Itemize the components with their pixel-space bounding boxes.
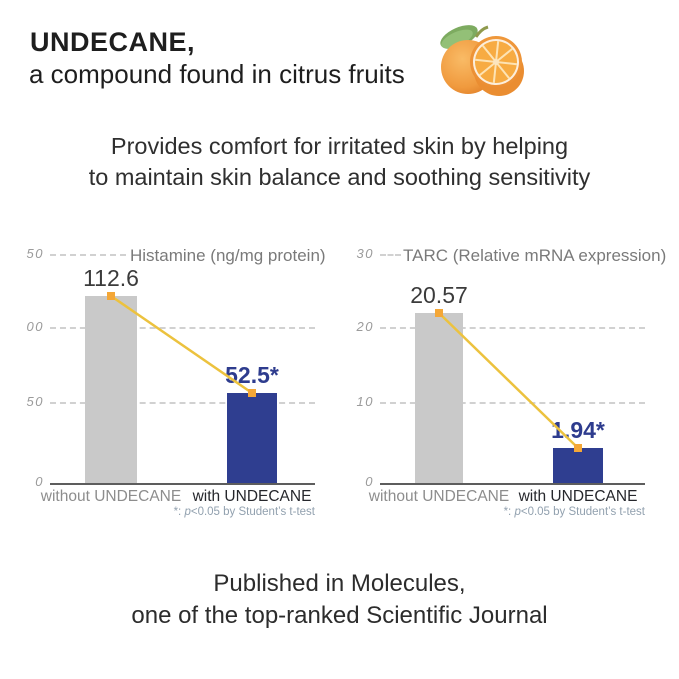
x-category-label: with UNDECANE (518, 488, 638, 505)
value-label: 52.5* (225, 362, 279, 388)
orange-cut-face-icon (470, 36, 522, 88)
gridline (50, 402, 315, 404)
y-tick-label: 0 (365, 474, 374, 489)
stem-icon (474, 25, 489, 38)
footer-text: Published in Molecules, one of the top-r… (0, 568, 679, 632)
x-axis-line (380, 483, 645, 485)
x-category-label: with UNDECANE (192, 488, 312, 505)
gridline (380, 254, 401, 256)
x-category-label: without UNDECANE (40, 488, 182, 505)
footnote-prefix: *: (503, 506, 515, 518)
subtitle-line2: to maintain skin balance and soothing se… (88, 164, 591, 190)
footer-line1: Published in Molecules, (213, 570, 466, 597)
bar-without-undecane (85, 296, 137, 483)
x-category-label: without UNDECANE (368, 488, 510, 505)
footnote: *: p<0.05 by Student’s t-test (435, 506, 645, 518)
bar-with-undecane (227, 393, 277, 483)
footnote-prefix: *: (173, 506, 185, 518)
x-axis-line (50, 483, 315, 485)
y-tick-label: 0 (35, 474, 44, 489)
footnote-p: p (514, 506, 521, 518)
chart-title: TARC (Relative mRNA expression) (403, 246, 667, 265)
footer-line2: one of the top-ranked Scientific Journal (131, 602, 548, 629)
value-label: 1.94* (551, 417, 605, 443)
subtitle: Provides comfort for irritated skin by h… (0, 131, 679, 193)
value-label: 112.6 (83, 265, 139, 291)
bar-without-undecane (415, 313, 463, 483)
value-label: 20.57 (410, 282, 468, 308)
bar-with-undecane (553, 448, 603, 483)
y-tick-label: 30 (356, 246, 374, 261)
footnote: *: p<0.05 by Student’s t-test (105, 506, 315, 518)
page-title: UNDECANE, (30, 27, 196, 57)
y-tick-label: 20 (356, 319, 374, 334)
subtitle-line1: Provides comfort for irritated skin by h… (110, 133, 569, 159)
orange-fruit-icon (440, 25, 524, 96)
leaf-icon (440, 25, 478, 49)
page-title-line2: a compound found in citrus fruits (29, 59, 405, 89)
chart-title: Histamine (ng/mg protein) (130, 246, 326, 265)
y-tick-label: 00 (26, 319, 44, 334)
y-tick-label: 10 (356, 394, 374, 409)
y-tick-label: 50 (26, 246, 44, 261)
footnote-rest: <0.05 by Student’s t-test (520, 506, 645, 518)
gridline (50, 254, 126, 256)
footnote-rest: <0.05 by Student’s t-test (190, 506, 315, 518)
y-tick-label: 50 (26, 394, 44, 409)
footnote-p: p (184, 506, 191, 518)
